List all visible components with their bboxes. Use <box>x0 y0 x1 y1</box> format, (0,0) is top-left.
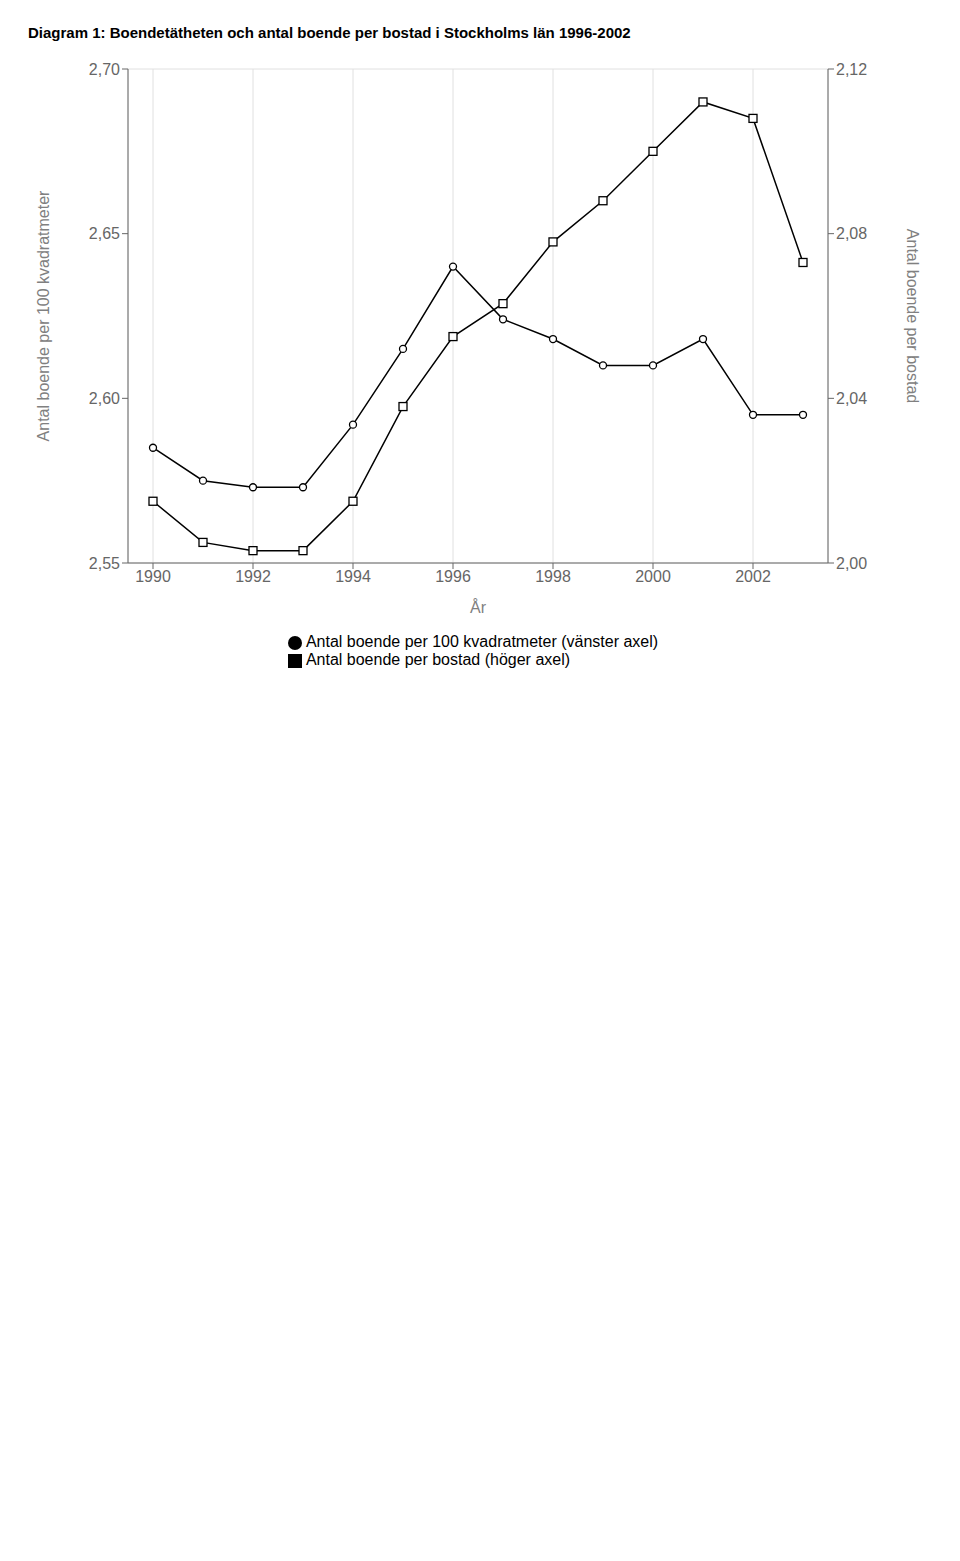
svg-text:2000: 2000 <box>635 568 671 585</box>
html-text:Antal boende per 100 kvadratme: Antal boende per 100 kvadratmeter (vänst… <box>305 633 659 650</box>
svg-text:1992: 1992 <box>235 568 271 585</box>
svg-text:2,00: 2,00 <box>836 555 867 572</box>
svg-text:2,55: 2,55 <box>89 555 120 572</box>
svg-text:Antal boende per 100 kvadratme: Antal boende per 100 kvadratmeter <box>35 190 52 442</box>
svg-text:År: År <box>470 598 487 616</box>
svg-text:1996: 1996 <box>435 568 471 585</box>
svg-text:1994: 1994 <box>335 568 371 585</box>
html-text:Antal boende per bostad (höger: Antal boende per bostad (höger axel) <box>305 651 571 668</box>
svg-text:2,60: 2,60 <box>89 390 120 407</box>
svg-text:2,08: 2,08 <box>836 225 867 242</box>
svg-text:2,04: 2,04 <box>836 390 867 407</box>
svg-text:1998: 1998 <box>535 568 571 585</box>
svg-text:2002: 2002 <box>735 568 771 585</box>
svg-text:2,70: 2,70 <box>89 61 120 78</box>
svg-text:2,65: 2,65 <box>89 225 120 242</box>
html-text:Diagram 1: Boendetätheten och: Diagram 1: Boendetätheten och antal boen… <box>28 24 631 41</box>
svg-text:2,12: 2,12 <box>836 61 867 78</box>
svg-text:Antal boende per bostad: Antal boende per bostad <box>904 229 921 403</box>
svg-text:1990: 1990 <box>135 568 171 585</box>
